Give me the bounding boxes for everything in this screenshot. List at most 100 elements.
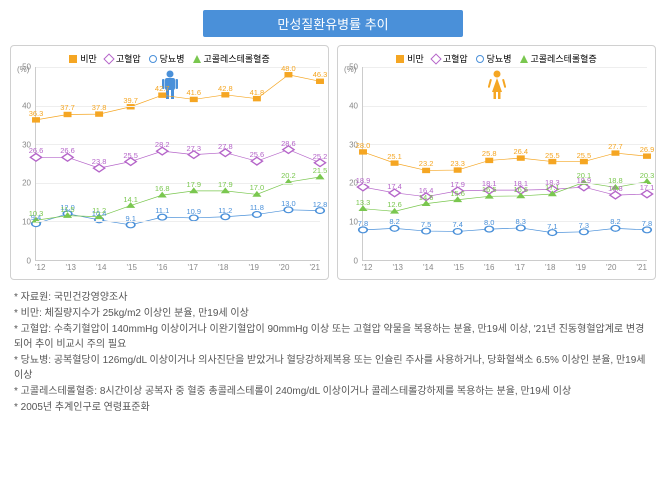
value-label-obesity: 23.3 — [450, 159, 465, 168]
x-tick: '18 — [545, 263, 555, 277]
x-tick: '16 — [157, 263, 167, 277]
value-label-diabetes: 11.8 — [250, 204, 264, 213]
value-label-obesity: 41.6 — [186, 89, 201, 98]
value-label-cholesterol: 14.1 — [123, 195, 138, 204]
x-tick: '18 — [218, 263, 228, 277]
grid-line — [363, 106, 647, 107]
legend-item-obesity: 비만 — [69, 52, 97, 65]
x-tick: '20 — [606, 263, 616, 277]
value-label-hypertension: 28.6 — [281, 139, 296, 148]
legend-item-cholesterol: 고콜레스테롤혈증 — [193, 52, 270, 65]
x-tick: '20 — [279, 263, 289, 277]
value-label-diabetes: 7.8 — [358, 219, 368, 228]
value-label-obesity: 26.9 — [640, 145, 655, 154]
grid-line — [36, 183, 320, 184]
footnote-line: * 2005년 추계인구로 연령표준화 — [14, 400, 652, 415]
grid-line — [363, 221, 647, 222]
male-plot: 36.337.737.839.742.741.642.841.848.046.3… — [35, 67, 320, 261]
value-label-hypertension: 17.1 — [640, 183, 655, 192]
legend-item-hypertension: 고혈압 — [105, 52, 141, 65]
female-x-axis: '12'13'14'15'16'17'18'19'20'21 — [362, 263, 647, 277]
male-legend: 비만 고혈압 당뇨병 고콜레스테롤혈증 — [15, 52, 324, 65]
value-label-obesity: 23.2 — [419, 160, 434, 169]
grid-line — [36, 67, 320, 68]
value-label-diabetes: 13.0 — [281, 199, 296, 208]
footnotes: * 자료원: 국민건강영양조사* 비만: 체질량지수가 25kg/m2 이상인 … — [10, 290, 656, 415]
y-tick: 50 — [349, 63, 358, 72]
female-plot-svg — [363, 67, 647, 260]
value-label-cholesterol: 16.5 — [482, 185, 497, 194]
page-title: 만성질환유병률 추이 — [203, 10, 463, 37]
legend-label: 당뇨병 — [160, 52, 185, 65]
value-label-diabetes: 11.1 — [155, 206, 169, 215]
male-chart-area: (%) 01020304050 36.337.737.839.742.741.6… — [15, 67, 324, 277]
value-label-hypertension: 26.6 — [60, 147, 75, 156]
footnote-line: * 고혈압: 수축기혈압이 140mmHg 이상이거나 이완기혈압이 90mmH… — [14, 322, 652, 352]
value-label-cholesterol: 11.2 — [92, 206, 106, 215]
legend-item-cholesterol: 고콜레스테롤혈증 — [520, 52, 597, 65]
value-label-diabetes: 11.2 — [218, 206, 232, 215]
male-y-axis: 01020304050 — [15, 67, 33, 261]
value-label-cholesterol: 11.5 — [61, 205, 75, 214]
value-label-hypertension: 17.9 — [450, 180, 465, 189]
value-label-obesity: 37.7 — [60, 104, 75, 113]
value-label-diabetes: 9.1 — [125, 214, 135, 223]
diabetes-marker-icon — [149, 55, 157, 63]
y-tick: 50 — [22, 63, 31, 72]
value-label-cholesterol: 20.2 — [281, 171, 296, 180]
diabetes-marker-icon — [476, 55, 484, 63]
y-tick: 10 — [349, 218, 358, 227]
value-label-obesity: 46.3 — [313, 70, 328, 79]
value-label-obesity: 27.7 — [608, 142, 623, 151]
hypertension-marker-icon — [430, 53, 441, 64]
value-label-diabetes: 7.1 — [547, 222, 557, 231]
female-y-axis: 01020304050 — [342, 67, 360, 261]
value-label-obesity: 42.7 — [155, 84, 170, 93]
x-tick: '13 — [393, 263, 403, 277]
male-chart: 비만고혈압당뇨병고콜레스테롤혈증 (%) 01020304050 36.337.… — [10, 45, 329, 280]
value-label-hypertension: 23.8 — [92, 157, 107, 166]
value-label-obesity: 25.5 — [577, 151, 592, 160]
footnote-line: * 비만: 체질량지수가 25kg/m2 이상인 분율, 만19세 이상 — [14, 306, 652, 321]
legend-label: 고콜레스테롤혈증 — [204, 52, 270, 65]
value-label-hypertension: 27.8 — [218, 142, 233, 151]
x-tick: '13 — [66, 263, 76, 277]
y-tick: 0 — [27, 257, 31, 266]
value-label-obesity: 28.0 — [356, 141, 371, 150]
value-label-hypertension: 25.5 — [123, 151, 138, 160]
legend-label: 고혈압 — [443, 52, 468, 65]
x-tick: '21 — [310, 263, 320, 277]
footnote-line: * 자료원: 국민건강영양조사 — [14, 290, 652, 305]
value-label-diabetes: 8.0 — [484, 218, 494, 227]
value-label-diabetes: 8.2 — [610, 218, 620, 227]
value-label-hypertension: 27.3 — [186, 144, 201, 153]
value-label-diabetes: 10.9 — [186, 207, 201, 216]
value-label-obesity: 25.1 — [387, 152, 402, 161]
legend-item-obesity: 비만 — [396, 52, 424, 65]
value-label-hypertension: 26.6 — [29, 147, 44, 156]
legend-label: 당뇨병 — [487, 52, 512, 65]
grid-line — [363, 67, 647, 68]
legend-item-diabetes: 당뇨병 — [476, 52, 512, 65]
value-label-diabetes: 7.5 — [421, 220, 431, 229]
value-label-obesity: 42.8 — [218, 84, 233, 93]
value-label-hypertension: 25.2 — [313, 152, 328, 161]
value-label-obesity: 41.8 — [250, 88, 265, 97]
y-tick: 10 — [22, 218, 31, 227]
obesity-marker-icon — [396, 55, 404, 63]
x-tick: '17 — [515, 263, 525, 277]
value-label-diabetes: 7.4 — [452, 221, 462, 230]
value-label-cholesterol: 12.6 — [387, 201, 402, 210]
value-label-obesity: 39.7 — [123, 96, 138, 105]
x-tick: '14 — [96, 263, 106, 277]
value-label-diabetes: 7.3 — [579, 221, 589, 230]
grid-line — [36, 144, 320, 145]
cholesterol-marker-icon — [193, 55, 201, 63]
value-label-hypertension: 17.4 — [387, 182, 402, 191]
grid-line — [36, 106, 320, 107]
obesity-marker-icon — [69, 55, 77, 63]
value-label-diabetes: 12.8 — [313, 200, 328, 209]
cholesterol-marker-icon — [520, 55, 528, 63]
x-tick: '17 — [188, 263, 198, 277]
hypertension-marker-icon — [103, 53, 114, 64]
